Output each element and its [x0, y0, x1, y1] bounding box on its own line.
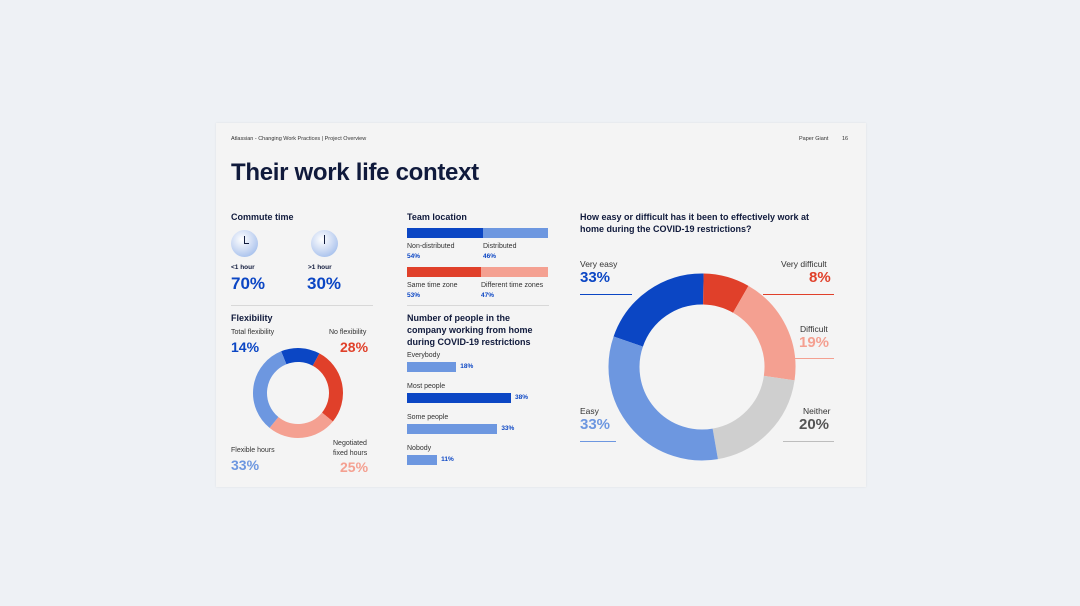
commute-label: <1 hour: [231, 264, 255, 271]
page-title: Their work life context: [231, 159, 479, 186]
label-total-flexibility: Total flexibility: [231, 329, 275, 336]
label-different-time-zones: Different time zones: [481, 282, 544, 289]
commute-value: 70%: [231, 274, 266, 293]
leader-line: [791, 358, 834, 359]
commute-value: 30%: [307, 274, 342, 293]
team-location-title: Team location: [407, 212, 467, 222]
ease-donut-chart: [608, 273, 796, 461]
wfh-title-line: company working from home: [407, 325, 533, 335]
label-non-distributed: Non-distributed: [407, 243, 455, 250]
donut-slice-difficult: [732, 285, 796, 381]
donut-slice-neither: [712, 375, 795, 460]
label-neither: Neither: [803, 406, 831, 416]
ease-title-line: How easy or difficult has it been to eff…: [580, 212, 810, 222]
value-negotiated: 25%: [340, 459, 369, 475]
donut-slice-very-easy: [613, 273, 704, 348]
label-easy: Easy: [580, 406, 599, 416]
bar-different-time-zones: [481, 267, 548, 277]
donut-slice-no-flexibility: [312, 353, 343, 422]
wfh-bar-chart: Everybody 18% Most people 38% Some people 33%…: [407, 352, 557, 477]
value-easy: 33%: [580, 416, 611, 433]
bar-distributed: [483, 228, 548, 238]
flexibility-donut-chart: [253, 348, 343, 438]
label-very-difficult: Very difficult: [781, 259, 827, 269]
bar-non-distributed: [407, 228, 483, 238]
wfh-category-label: Nobody: [407, 445, 432, 452]
wfh-bar: [407, 455, 438, 465]
clock-icon: [231, 230, 258, 257]
wfh-title-line: during COVID-19 restrictions: [407, 337, 531, 347]
page-number: 16: [842, 136, 849, 142]
wfh-category-label: Everybody: [407, 352, 441, 359]
leader-line: [763, 294, 834, 295]
slide: Atlassian - Changing Work Practices | Pr…: [216, 123, 866, 487]
header-left: Atlassian - Changing Work Practices | Pr…: [231, 136, 367, 142]
wfh-category-label: Some people: [407, 414, 449, 421]
value-different-time-zones: 47%: [481, 292, 495, 299]
label-negotiated-2: fixed hours: [333, 450, 368, 457]
donut-slice-flexible-hours: [253, 351, 287, 428]
donut-slice-very-difficult: [702, 273, 749, 314]
divider: [407, 305, 549, 306]
wfh-category-label: Most people: [407, 383, 446, 390]
flexibility-title: Flexibility: [231, 313, 273, 323]
donut-slice-easy: [608, 336, 718, 461]
wfh-bar: [407, 393, 511, 403]
label-very-easy: Very easy: [580, 259, 618, 269]
label-negotiated-1: Negotiated: [333, 440, 367, 447]
leader-line: [580, 441, 616, 442]
donut-slice-total-flexibility: [281, 348, 320, 366]
label-flexible-hours: Flexible hours: [231, 447, 275, 454]
value-very-difficult: 8%: [809, 269, 831, 286]
value-flexible-hours: 33%: [231, 457, 260, 473]
wfh-title-line: Number of people in the: [407, 313, 511, 323]
label-difficult: Difficult: [800, 324, 828, 334]
wfh-bar-value: 11%: [441, 456, 454, 463]
wfh-bar: [407, 424, 498, 434]
leader-line: [580, 294, 632, 295]
value-very-easy: 33%: [580, 269, 611, 286]
value-distributed: 46%: [483, 253, 497, 260]
clock-icon: [311, 230, 338, 257]
wfh-bar-value: 33%: [501, 425, 515, 432]
value-non-distributed: 54%: [407, 253, 421, 260]
value-neither: 20%: [799, 416, 830, 433]
label-distributed: Distributed: [483, 243, 517, 250]
value-same-time-zone: 53%: [407, 292, 421, 299]
value-total-flexibility: 14%: [231, 339, 260, 355]
label-no-flexibility: No flexibility: [329, 329, 367, 336]
wfh-bar-value: 38%: [515, 394, 529, 401]
donut-slice-negotiated-fixed-hours: [269, 412, 333, 438]
header-brand: Paper Giant: [799, 136, 829, 142]
leader-line: [783, 441, 834, 442]
divider: [231, 305, 373, 306]
ease-title-line: home during the COVID-19 restrictions?: [580, 224, 752, 234]
wfh-bar: [407, 362, 457, 372]
commute-title: Commute time: [231, 212, 294, 222]
wfh-bar-value: 18%: [460, 363, 474, 370]
value-difficult: 19%: [799, 334, 830, 351]
value-no-flexibility: 28%: [340, 339, 369, 355]
label-same-time-zone: Same time zone: [407, 282, 458, 289]
commute-label: >1 hour: [308, 264, 332, 271]
bar-same-time-zone: [407, 267, 481, 277]
